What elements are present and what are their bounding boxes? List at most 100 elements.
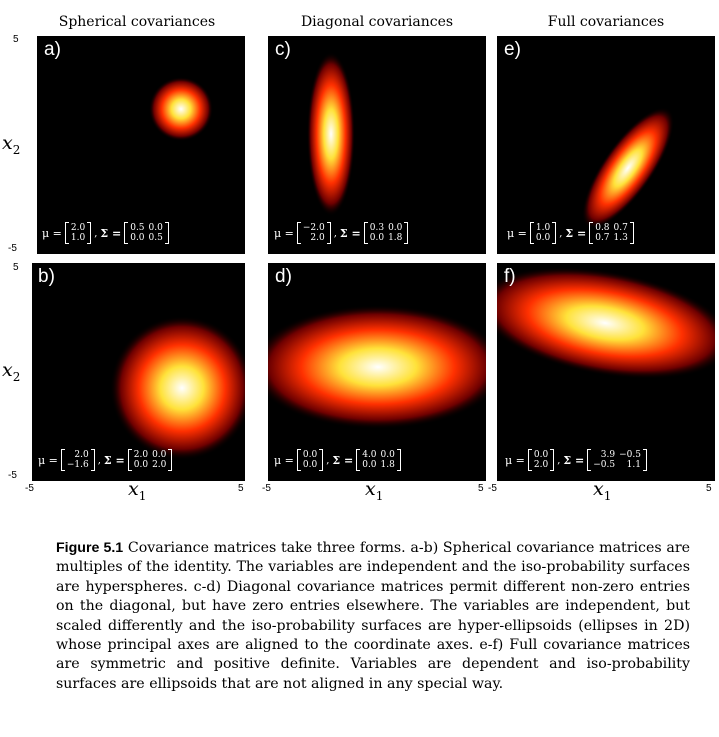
gaussian-density-plot <box>497 267 715 379</box>
mu-value: 1.0 <box>535 223 551 233</box>
sigma-value: 0.0 <box>148 223 163 233</box>
panel-e: e) μ = 1.0 0.0 , Σ = 0.8 0.7 0.7 1.3 <box>497 36 715 254</box>
sigma-value: −0.5 <box>619 450 641 460</box>
mu-value: −2.0 <box>302 223 325 233</box>
sigma-value: 0.7 <box>595 233 610 243</box>
gaussian-density-plot <box>307 52 355 216</box>
x-axis-label-col3: x1 <box>593 478 612 503</box>
panel-b: b) μ = 2.0 −1.6 , Σ = 2.0 0.0 0.0 2.0 <box>32 263 245 481</box>
mu-symbol: μ = <box>274 226 294 240</box>
sigma-value: 0.0 <box>369 233 385 243</box>
separator: , <box>557 454 561 466</box>
sigma-matrix: 0.3 0.0 0.0 1.8 <box>363 222 409 244</box>
panel-d: d) μ = 0.0 0.0 , Σ = 4.0 0.0 0.0 1.8 <box>268 263 486 481</box>
figure-label: Figure 5.1 <box>56 540 124 556</box>
sigma-value: 2.0 <box>133 450 149 460</box>
sigma-value: 0.8 <box>595 223 610 233</box>
mu-vector: 0.0 2.0 <box>527 449 555 471</box>
sigma-matrix: 0.5 0.0 0.0 0.5 <box>124 222 169 244</box>
separator: , <box>94 227 98 239</box>
mu-value: 2.0 <box>310 233 325 243</box>
sigma-value: 0.3 <box>369 223 385 233</box>
mu-symbol: μ = <box>38 453 58 467</box>
ytick-top-row-max: 5 <box>13 34 19 45</box>
xtick-col1-min: -5 <box>25 483 34 494</box>
mu-symbol: μ = <box>274 453 294 467</box>
sigma-value: 4.0 <box>362 450 377 460</box>
panel-c: c) μ = −2.0 2.0 , Σ = 0.3 0.0 0.0 1.8 <box>268 36 486 254</box>
sigma-symbol: Σ = <box>339 226 361 240</box>
separator: , <box>559 227 563 239</box>
sigma-value: 0.0 <box>362 460 377 470</box>
separator: , <box>333 227 337 239</box>
mu-value: 0.0 <box>533 450 549 460</box>
ytick-bottom-row-min: -5 <box>8 470 17 481</box>
sigma-value: 0.0 <box>130 233 145 243</box>
y-axis-label-top: x2 <box>2 132 21 157</box>
mu-vector: −2.0 2.0 <box>296 222 331 244</box>
y-axis-label-bottom: x2 <box>2 359 21 384</box>
column-title-full: Full covariances <box>547 14 665 30</box>
sigma-value: 0.7 <box>613 223 628 233</box>
xtick-col3-min: -5 <box>488 483 497 494</box>
sigma-value: 1.1 <box>626 460 641 470</box>
panel-label: b) <box>38 266 55 287</box>
panel-label: c) <box>275 39 291 60</box>
sigma-matrix: 2.0 0.0 0.0 2.0 <box>127 449 173 471</box>
sigma-value: 0.5 <box>130 223 145 233</box>
sigma-value: 1.8 <box>388 233 403 243</box>
panel-a: a) μ = 2.0 1.0 , Σ = 0.5 0.0 0.0 0.5 <box>37 36 245 254</box>
mu-value: 2.0 <box>74 450 89 460</box>
parameter-formula: μ = 0.0 0.0 , Σ = 4.0 0.0 0.0 1.8 <box>274 449 401 471</box>
gaussian-density-plot <box>268 305 486 429</box>
panel-label: d) <box>275 266 292 287</box>
mu-symbol: μ = <box>42 226 62 240</box>
mu-value: 0.0 <box>302 450 318 460</box>
parameter-formula: μ = 2.0 −1.6 , Σ = 2.0 0.0 0.0 2.0 <box>38 449 173 471</box>
sigma-value: 0.0 <box>152 450 167 460</box>
sigma-matrix: 0.8 0.7 0.7 1.3 <box>589 222 634 244</box>
gaussian-density-plot <box>581 107 675 229</box>
mu-symbol: μ = <box>507 226 527 240</box>
sigma-value: 2.0 <box>152 460 167 470</box>
sigma-symbol: Σ = <box>103 453 125 467</box>
sigma-matrix: 3.9 −0.5 −0.5 1.1 <box>587 449 647 471</box>
mu-value: 2.0 <box>533 460 549 470</box>
xtick-col2-min: -5 <box>262 483 271 494</box>
x-axis-label-col1: x1 <box>128 478 147 503</box>
sigma-value: 1.8 <box>380 460 395 470</box>
mu-vector: 2.0 −1.6 <box>60 449 95 471</box>
sigma-value: −0.5 <box>593 460 616 470</box>
sigma-value: 0.5 <box>148 233 163 243</box>
sigma-value: 1.3 <box>613 233 628 243</box>
mu-value: 0.0 <box>302 460 318 470</box>
ytick-top-row-min: -5 <box>8 243 17 254</box>
sigma-symbol: Σ = <box>563 453 585 467</box>
mu-symbol: μ = <box>505 453 525 467</box>
mu-value: 1.0 <box>70 233 86 243</box>
gaussian-density-plot <box>110 316 245 460</box>
parameter-formula: μ = 0.0 2.0 , Σ = 3.9 −0.5 −0.5 1.1 <box>505 449 647 471</box>
panel-label: a) <box>44 39 61 60</box>
sigma-matrix: 4.0 0.0 0.0 1.8 <box>356 449 401 471</box>
xtick-col1-max: 5 <box>238 483 244 494</box>
gaussian-density-plot <box>149 77 213 141</box>
ytick-bottom-row-max: 5 <box>13 262 19 273</box>
parameter-formula: μ = 1.0 0.0 , Σ = 0.8 0.7 0.7 1.3 <box>507 222 634 244</box>
xtick-col2-max: 5 <box>478 483 484 494</box>
panel-label: f) <box>504 266 516 287</box>
parameter-formula: μ = 2.0 1.0 , Σ = 0.5 0.0 0.0 0.5 <box>42 222 169 244</box>
sigma-symbol: Σ = <box>100 226 122 240</box>
mu-value: 2.0 <box>70 223 86 233</box>
xtick-col3-max: 5 <box>706 483 712 494</box>
mu-vector: 1.0 0.0 <box>529 222 557 244</box>
mu-value: −1.6 <box>66 460 89 470</box>
panel-label: e) <box>504 39 521 60</box>
separator: , <box>326 454 330 466</box>
sigma-symbol: Σ = <box>332 453 354 467</box>
parameter-formula: μ = −2.0 2.0 , Σ = 0.3 0.0 0.0 1.8 <box>274 222 409 244</box>
sigma-value: 0.0 <box>388 223 403 233</box>
sigma-value: 3.9 <box>600 450 616 460</box>
caption-text: Covariance matrices take three forms. a-… <box>56 540 690 692</box>
separator: , <box>97 454 101 466</box>
